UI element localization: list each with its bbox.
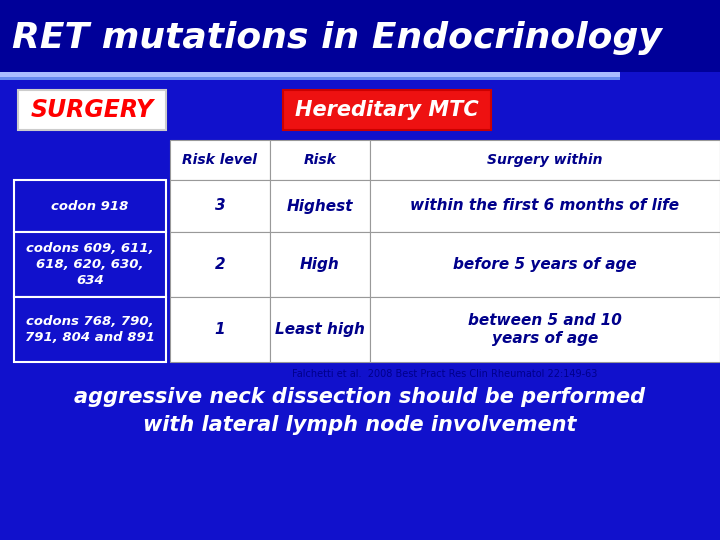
Bar (370, 232, 720, 297)
Text: Hereditary MTC: Hereditary MTC (295, 100, 479, 120)
Bar (14, 297, 166, 362)
Text: codons 768, 790,
791, 804 and 891: codons 768, 790, 791, 804 and 891 (25, 315, 155, 344)
Text: RET mutations in Endocrinology: RET mutations in Endocrinology (12, 21, 662, 55)
Bar (270, 232, 370, 297)
Text: Risk: Risk (304, 153, 336, 167)
Bar (0, 72, 620, 77)
Bar (370, 297, 720, 362)
Text: Falchetti et al.  2008 Best Pract Res Clin Rheumatol 22:149-63: Falchetti et al. 2008 Best Pract Res Cli… (292, 369, 598, 379)
Text: 3: 3 (215, 199, 225, 213)
Bar (270, 180, 370, 232)
Text: codons 609, 611,
618, 620, 630,
634: codons 609, 611, 618, 620, 630, 634 (26, 242, 154, 287)
Text: 2: 2 (215, 257, 225, 272)
Bar (170, 180, 270, 232)
Bar (170, 297, 270, 362)
Bar (370, 140, 720, 180)
Text: between 5 and 10
years of age: between 5 and 10 years of age (468, 313, 622, 346)
Bar (370, 180, 720, 232)
Bar (0, 0, 720, 72)
Text: Least high: Least high (275, 322, 365, 337)
Bar (270, 140, 370, 180)
Text: Highest: Highest (287, 199, 354, 213)
Text: aggressive neck dissection should be performed: aggressive neck dissection should be per… (74, 387, 646, 407)
Bar (283, 90, 491, 130)
Bar (14, 180, 166, 232)
Bar (18, 90, 166, 130)
Text: Risk level: Risk level (182, 153, 258, 167)
Bar (14, 232, 166, 297)
Text: Surgery within: Surgery within (487, 153, 603, 167)
Text: within the first 6 months of life: within the first 6 months of life (410, 199, 680, 213)
Bar (170, 140, 270, 180)
Text: SURGERY: SURGERY (30, 98, 153, 122)
Text: 1: 1 (215, 322, 225, 337)
Bar (270, 297, 370, 362)
Bar (0, 77, 620, 80)
Bar (170, 232, 270, 297)
Text: High: High (300, 257, 340, 272)
Text: before 5 years of age: before 5 years of age (453, 257, 637, 272)
Text: codon 918: codon 918 (51, 199, 129, 213)
Text: with lateral lymph node involvement: with lateral lymph node involvement (143, 415, 577, 435)
